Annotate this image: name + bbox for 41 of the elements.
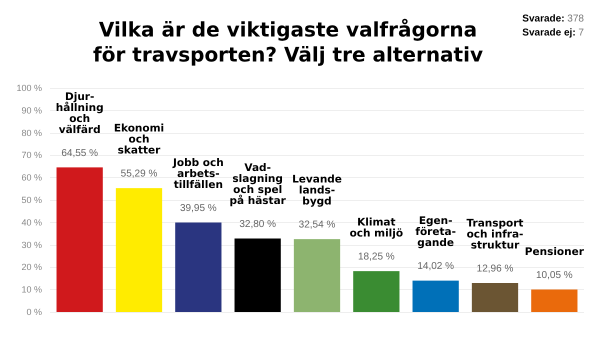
data-label: 10,05 % bbox=[536, 270, 573, 281]
data-label: 14,02 % bbox=[417, 261, 454, 272]
x-tick-label: Vad- slagning och spel på hästar bbox=[229, 162, 287, 208]
x-tick-label: Levande lands- bygd bbox=[292, 174, 342, 208]
data-label: 32,80 % bbox=[239, 219, 276, 230]
bar bbox=[234, 238, 281, 312]
y-tick-label: 20 % bbox=[21, 262, 42, 272]
x-tick-label: Pensioner bbox=[524, 246, 585, 258]
bar bbox=[294, 239, 340, 312]
y-tick-label: 90 % bbox=[21, 105, 42, 116]
bar bbox=[116, 188, 162, 312]
y-tick-label: 40 % bbox=[21, 217, 42, 228]
bar bbox=[56, 167, 103, 312]
y-tick-label: 100 % bbox=[16, 83, 42, 93]
y-tick-label: 70 % bbox=[21, 150, 42, 160]
y-tick-label: 50 % bbox=[21, 195, 42, 205]
text: Svarade ej: 7 bbox=[522, 28, 584, 38]
x-tick-label: Transport och infra- struktur bbox=[466, 217, 524, 252]
data-label: 64,55 % bbox=[61, 148, 98, 159]
y-tick-label: 10 % bbox=[21, 284, 42, 295]
y-tick-label: 80 % bbox=[21, 128, 42, 138]
bar bbox=[412, 280, 459, 312]
bar bbox=[472, 282, 518, 312]
data-label: 39,95 % bbox=[180, 203, 217, 214]
bar bbox=[531, 289, 578, 312]
data-label: 12,96 % bbox=[476, 263, 514, 274]
x-tick-label: Jobb och arbets- tillfällen bbox=[172, 157, 224, 192]
data-label: 32,54 % bbox=[298, 220, 336, 231]
text: Svarade: 378 bbox=[522, 14, 584, 24]
bar bbox=[353, 271, 400, 312]
x-tick-label: Ekonomi och skatter bbox=[114, 122, 164, 157]
x-tick-label: Djur- hållning och välfärd bbox=[56, 90, 104, 136]
x-tick-label: Egen- företa- gande bbox=[415, 215, 456, 250]
chart-title: Vilka är de viktigaste valfrågorna för travsporten? Välj tre alternativ bbox=[92, 18, 484, 66]
data-label: 18,25 % bbox=[358, 252, 395, 263]
data-label: 55,29 % bbox=[120, 168, 158, 180]
y-tick-label: 60 % bbox=[21, 172, 42, 183]
y-tick-label: 0 % bbox=[26, 307, 42, 317]
y-tick-label: 30 % bbox=[21, 240, 42, 250]
bar bbox=[175, 222, 222, 312]
x-tick-label: Klimat och miljö bbox=[350, 216, 404, 240]
